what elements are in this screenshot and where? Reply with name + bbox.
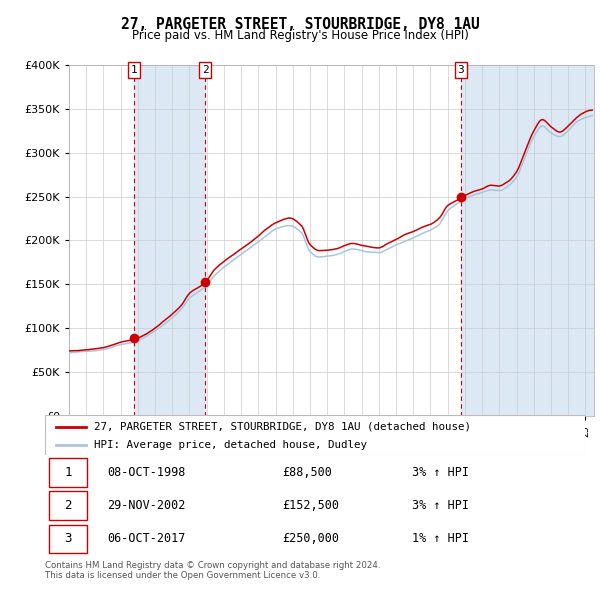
Text: 3: 3: [64, 532, 72, 546]
FancyBboxPatch shape: [45, 415, 585, 455]
Text: 1% ↑ HPI: 1% ↑ HPI: [412, 532, 469, 546]
Text: 3% ↑ HPI: 3% ↑ HPI: [412, 499, 469, 513]
Bar: [461, 65, 594, 416]
FancyBboxPatch shape: [49, 525, 87, 553]
Text: £88,500: £88,500: [283, 466, 332, 480]
Text: 27, PARGETER STREET, STOURBRIDGE, DY8 1AU (detached house): 27, PARGETER STREET, STOURBRIDGE, DY8 1A…: [94, 422, 470, 432]
Text: 08-OCT-1998: 08-OCT-1998: [107, 466, 185, 480]
Text: 27, PARGETER STREET, STOURBRIDGE, DY8 1AU: 27, PARGETER STREET, STOURBRIDGE, DY8 1A…: [121, 17, 479, 31]
FancyBboxPatch shape: [49, 458, 87, 487]
Text: 2: 2: [64, 499, 72, 513]
Text: 1: 1: [64, 466, 72, 480]
Text: Price paid vs. HM Land Registry's House Price Index (HPI): Price paid vs. HM Land Registry's House …: [131, 30, 469, 42]
Text: £250,000: £250,000: [283, 532, 340, 546]
FancyBboxPatch shape: [49, 491, 87, 520]
Text: 1: 1: [131, 65, 137, 75]
Text: £152,500: £152,500: [283, 499, 340, 513]
Text: 29-NOV-2002: 29-NOV-2002: [107, 499, 185, 513]
Bar: [134, 65, 205, 416]
Text: HPI: Average price, detached house, Dudley: HPI: Average price, detached house, Dudl…: [94, 441, 367, 450]
Text: Contains HM Land Registry data © Crown copyright and database right 2024.
This d: Contains HM Land Registry data © Crown c…: [45, 560, 380, 580]
Text: 3% ↑ HPI: 3% ↑ HPI: [412, 466, 469, 480]
Text: 3: 3: [458, 65, 464, 75]
Text: 2: 2: [202, 65, 209, 75]
Text: 06-OCT-2017: 06-OCT-2017: [107, 532, 185, 546]
